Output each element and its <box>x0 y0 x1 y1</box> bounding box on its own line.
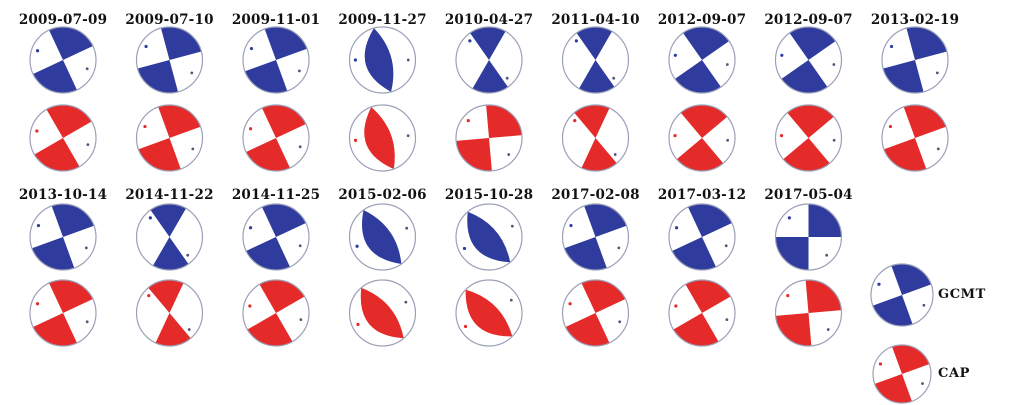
event-date-label: 2011-04-10 <box>551 12 639 28</box>
event-date-label: 2014-11-22 <box>125 187 213 203</box>
gcmt-beachball <box>774 26 843 94</box>
gcmt-beachball <box>668 203 736 271</box>
event-6: 2011-04-10 <box>551 12 639 172</box>
event-date-label: 2017-03-12 <box>658 187 746 203</box>
cap-beachball <box>29 279 97 347</box>
cap-beachball <box>774 279 843 347</box>
cap-beachball <box>135 279 204 347</box>
event-16: 2017-03-12 <box>658 187 746 347</box>
gcmt-beachball <box>242 203 310 271</box>
cap-beachball <box>29 104 97 172</box>
event-15: 2017-02-08 <box>551 187 639 347</box>
gcmt-beachball <box>242 26 310 94</box>
events-grid: 2009-07-09 2009-07-10 2009-11-01 2009-11-27… <box>19 12 959 347</box>
cap-beachball <box>561 104 630 172</box>
cap-beachball <box>135 104 204 172</box>
gcmt-beachball <box>29 203 97 271</box>
cap-beachball <box>561 279 630 347</box>
event-11: 2014-11-22 <box>125 187 213 347</box>
event-date-label: 2012-09-07 <box>658 12 746 28</box>
gcmt-beachball <box>348 203 417 271</box>
cap-beachball <box>774 104 843 172</box>
event-date-label: 2009-11-01 <box>232 12 320 28</box>
gcmt-beachball <box>455 203 523 271</box>
event-14: 2015-10-28 <box>445 187 533 347</box>
cap-beachball <box>668 104 736 172</box>
gcmt-beachball <box>135 26 204 94</box>
event-10: 2013-10-14 <box>19 187 107 347</box>
gcmt-beachball <box>561 203 630 271</box>
event-date-label: 2009-07-09 <box>19 12 107 28</box>
cap-legend-ball <box>872 344 932 404</box>
event-date-label: 2017-02-08 <box>551 187 639 203</box>
event-3: 2009-11-01 <box>232 12 320 172</box>
event-5: 2010-04-27 <box>445 12 533 172</box>
event-13: 2015-02-06 <box>338 187 426 347</box>
legend-gcmt-beachball <box>870 263 934 327</box>
event-7: 2012-09-07 <box>658 12 746 172</box>
event-date-label: 2009-11-27 <box>338 12 426 28</box>
cap-beachball <box>242 104 310 172</box>
gcmt-beachball <box>774 203 843 271</box>
event-4: 2009-11-27 <box>338 12 426 172</box>
cap-beachball <box>455 279 523 347</box>
event-date-label: 2017-05-04 <box>764 187 852 203</box>
gcmt-beachball <box>29 26 97 94</box>
event-1: 2009-07-09 <box>19 12 107 172</box>
event-date-label: 2015-02-06 <box>338 187 426 203</box>
event-date-label: 2009-07-10 <box>125 12 213 28</box>
event-9: 2013-02-19 <box>871 12 959 172</box>
gcmt-beachball <box>561 26 630 94</box>
cap-beachball <box>242 279 310 347</box>
legend-cap-beachball <box>872 344 932 404</box>
event-date-label: 2015-10-28 <box>445 187 533 203</box>
gcmt-beachball <box>668 26 736 94</box>
gcmt-beachball <box>455 26 523 94</box>
gcmt-beachball <box>881 26 949 94</box>
event-date-label: 2010-04-27 <box>445 12 533 28</box>
gcmt-beachball <box>135 203 204 271</box>
cap-beachball <box>348 104 417 172</box>
cap-beachball <box>348 279 417 347</box>
legend-gcmt-label: GCMT <box>938 287 986 302</box>
cap-beachball <box>881 104 949 172</box>
gcmt-legend-ball <box>870 263 934 327</box>
event-date-label: 2013-02-19 <box>871 12 959 28</box>
gcmt-beachball <box>348 26 417 94</box>
legend: GCMT CAP <box>870 263 986 404</box>
event-date-label: 2012-09-07 <box>764 12 852 28</box>
event-12: 2014-11-25 <box>232 187 320 347</box>
event-8: 2012-09-07 <box>764 12 852 172</box>
cap-beachball <box>455 104 523 172</box>
event-17: 2017-05-04 <box>764 187 852 347</box>
legend-cap-label: CAP <box>938 366 970 381</box>
cap-beachball <box>668 279 736 347</box>
event-date-label: 2014-11-25 <box>232 187 320 203</box>
event-2: 2009-07-10 <box>125 12 213 172</box>
event-date-label: 2013-10-14 <box>19 187 107 203</box>
